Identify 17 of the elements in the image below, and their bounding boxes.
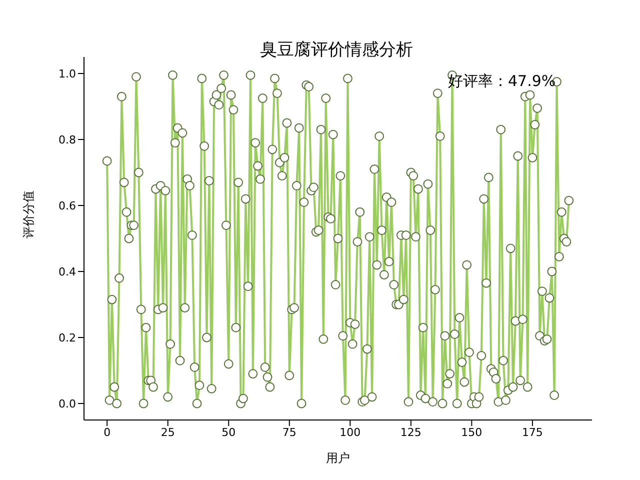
x-tick-label: 0 bbox=[104, 426, 111, 439]
x-tick-label: 150 bbox=[461, 426, 482, 439]
x-tick-label: 50 bbox=[222, 426, 236, 439]
x-tick-label: 175 bbox=[522, 426, 543, 439]
y-tick-label: 0.2 bbox=[58, 331, 76, 344]
x-tick-label: 75 bbox=[282, 426, 296, 439]
y-tick-label: 0.6 bbox=[58, 199, 76, 212]
x-tick-label: 125 bbox=[400, 426, 422, 439]
x-axis-title: 用户 bbox=[326, 451, 350, 465]
chart-title: 臭豆腐评价情感分析 bbox=[259, 39, 414, 61]
x-tick-label: 25 bbox=[160, 426, 175, 439]
y-tick-label: 0.4 bbox=[58, 265, 76, 278]
y-tick-label: 0.0 bbox=[58, 397, 76, 410]
y-axis-title: 评价分值 bbox=[21, 190, 36, 238]
y-tick-label: 0.8 bbox=[58, 133, 76, 146]
y-tick-label: 1.0 bbox=[58, 67, 76, 80]
x-tick-label: 100 bbox=[340, 426, 361, 439]
